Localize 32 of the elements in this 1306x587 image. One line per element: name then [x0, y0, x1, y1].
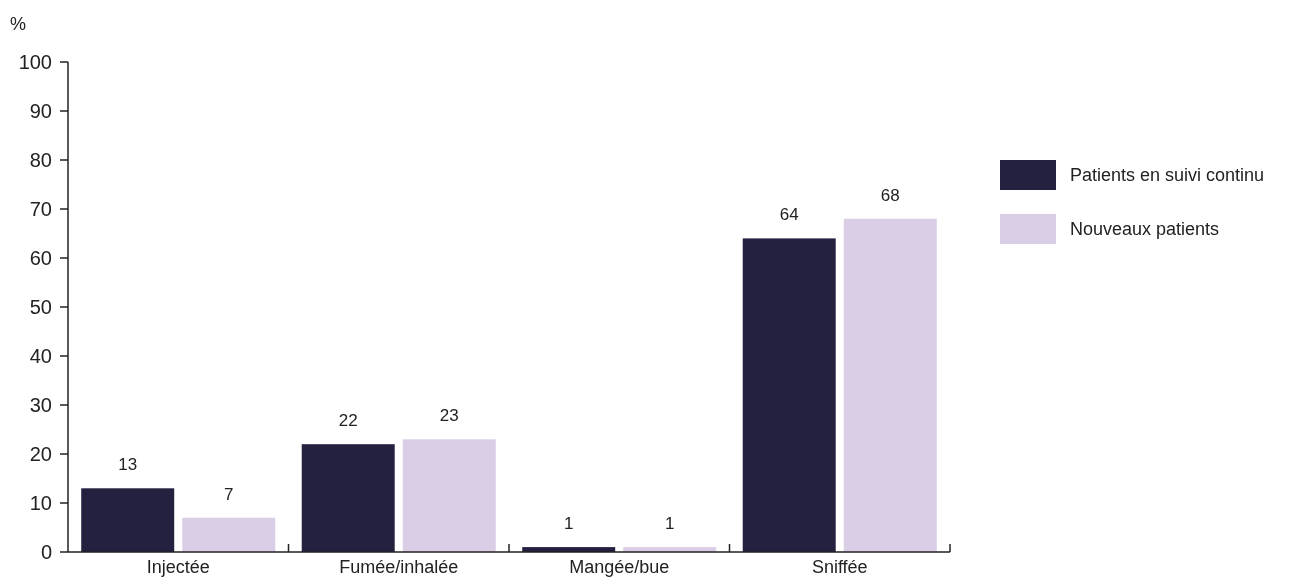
y-tick-label: 90	[29, 100, 52, 122]
data-label: 7	[224, 484, 234, 504]
y-tick-label: 20	[29, 443, 52, 465]
x-tick-label: Injectée	[146, 557, 210, 577]
x-tick-label: Mangée/bue	[569, 557, 670, 577]
y-tick-label: 0	[40, 541, 52, 563]
y-tick-label: 10	[29, 492, 52, 514]
x-tick-label: Sniffée	[811, 557, 868, 577]
y-tick-label: 70	[29, 198, 52, 220]
y-tick-label: 100	[18, 51, 52, 73]
y-tick-label: 80	[29, 149, 52, 171]
bar	[742, 238, 836, 552]
bar	[81, 488, 175, 552]
x-tick-label: Fumée/inhalée	[339, 557, 459, 577]
y-tick-label: 60	[29, 247, 52, 269]
data-label: 1	[665, 514, 675, 534]
bar	[301, 444, 395, 552]
y-axis-title: %	[10, 14, 27, 34]
bar	[182, 517, 276, 552]
data-label: 68	[880, 185, 900, 205]
bar	[843, 218, 937, 552]
legend-label: Patients en suivi continu	[1070, 165, 1265, 186]
data-label: 13	[118, 455, 138, 475]
data-label: 22	[338, 411, 358, 431]
y-tick-label: 50	[29, 296, 52, 318]
data-label: 1	[563, 514, 574, 534]
bar	[402, 439, 496, 552]
legend-label: Nouveaux patients	[1070, 219, 1220, 240]
y-tick-label: 30	[29, 394, 52, 416]
data-label: 64	[779, 205, 799, 225]
data-label: 23	[439, 406, 459, 426]
y-tick-label: 40	[29, 345, 52, 367]
